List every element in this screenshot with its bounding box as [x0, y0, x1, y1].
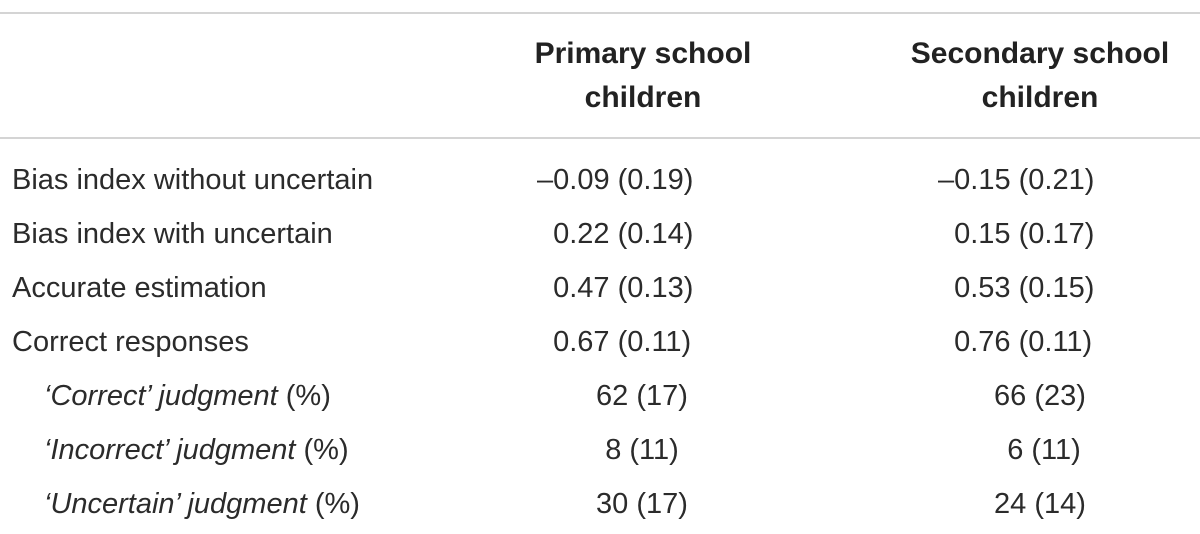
row-label-italic: ‘Uncertain’ judgment [44, 488, 307, 520]
primary-value: 0.67 (0.11) [537, 326, 692, 358]
secondary-value: 66 (23) [994, 380, 1086, 412]
secondary-value: 6 (11) [999, 434, 1081, 466]
row-label: Bias index with uncertain [12, 218, 333, 250]
secondary-value: 0.76 (0.11) [938, 326, 1093, 358]
table-row: Bias index with uncertain 0.22 (0.14) 0.… [0, 207, 1200, 261]
row-label-italic: ‘Incorrect’ judgment [44, 434, 296, 466]
row-label: ‘Uncertain’ judgment (%) [44, 477, 360, 531]
top-rule [0, 12, 1200, 14]
header-rule [0, 137, 1200, 139]
primary-value: –0.09 (0.19) [537, 164, 694, 196]
row-label: ‘Correct’ judgment (%) [44, 369, 331, 423]
table-row: Correct responses 0.67 (0.11) 0.76 (0.11… [0, 315, 1200, 369]
header-secondary-school: Secondary school children [880, 32, 1200, 120]
table-row: Accurate estimation 0.47 (0.13) 0.53 (0.… [0, 261, 1200, 315]
primary-value: 0.47 (0.13) [537, 272, 694, 304]
secondary-value: –0.15 (0.21) [938, 164, 1095, 196]
row-label-italic: ‘Correct’ judgment [44, 380, 278, 412]
row-label-suffix: (%) [306, 488, 360, 520]
primary-value: 0.22 (0.14) [537, 218, 694, 250]
secondary-value: 0.15 (0.17) [938, 218, 1095, 250]
primary-value: 8 (11) [605, 434, 679, 466]
row-label: Correct responses [12, 326, 249, 358]
table-row: ‘Incorrect’ judgment (%) 8 (11) 6 (11) [0, 423, 1200, 477]
primary-value: 30 (17) [596, 488, 688, 520]
header-primary-line2: children [584, 81, 702, 114]
row-label-suffix: (%) [295, 434, 349, 466]
table-row: Bias index without uncertain –0.09 (0.19… [0, 153, 1200, 207]
row-label: ‘Incorrect’ judgment (%) [44, 423, 349, 477]
secondary-value: 0.53 (0.15) [938, 272, 1095, 304]
table-row: ‘Correct’ judgment (%) 62 (17) 66 (23) [0, 369, 1200, 423]
row-label: Bias index without uncertain [12, 164, 374, 196]
header-primary-school: Primary school children [478, 32, 808, 120]
header-secondary-line2: children [981, 81, 1099, 114]
row-label: Accurate estimation [12, 272, 267, 304]
row-label-suffix: (%) [277, 380, 331, 412]
secondary-value: 24 (14) [994, 488, 1086, 520]
primary-value: 62 (17) [596, 380, 688, 412]
table-row: ‘Uncertain’ judgment (%) 30 (17) 24 (14) [0, 477, 1200, 531]
header-secondary-line1: Secondary school [910, 37, 1170, 70]
header-primary-line1: Primary school [534, 37, 752, 70]
